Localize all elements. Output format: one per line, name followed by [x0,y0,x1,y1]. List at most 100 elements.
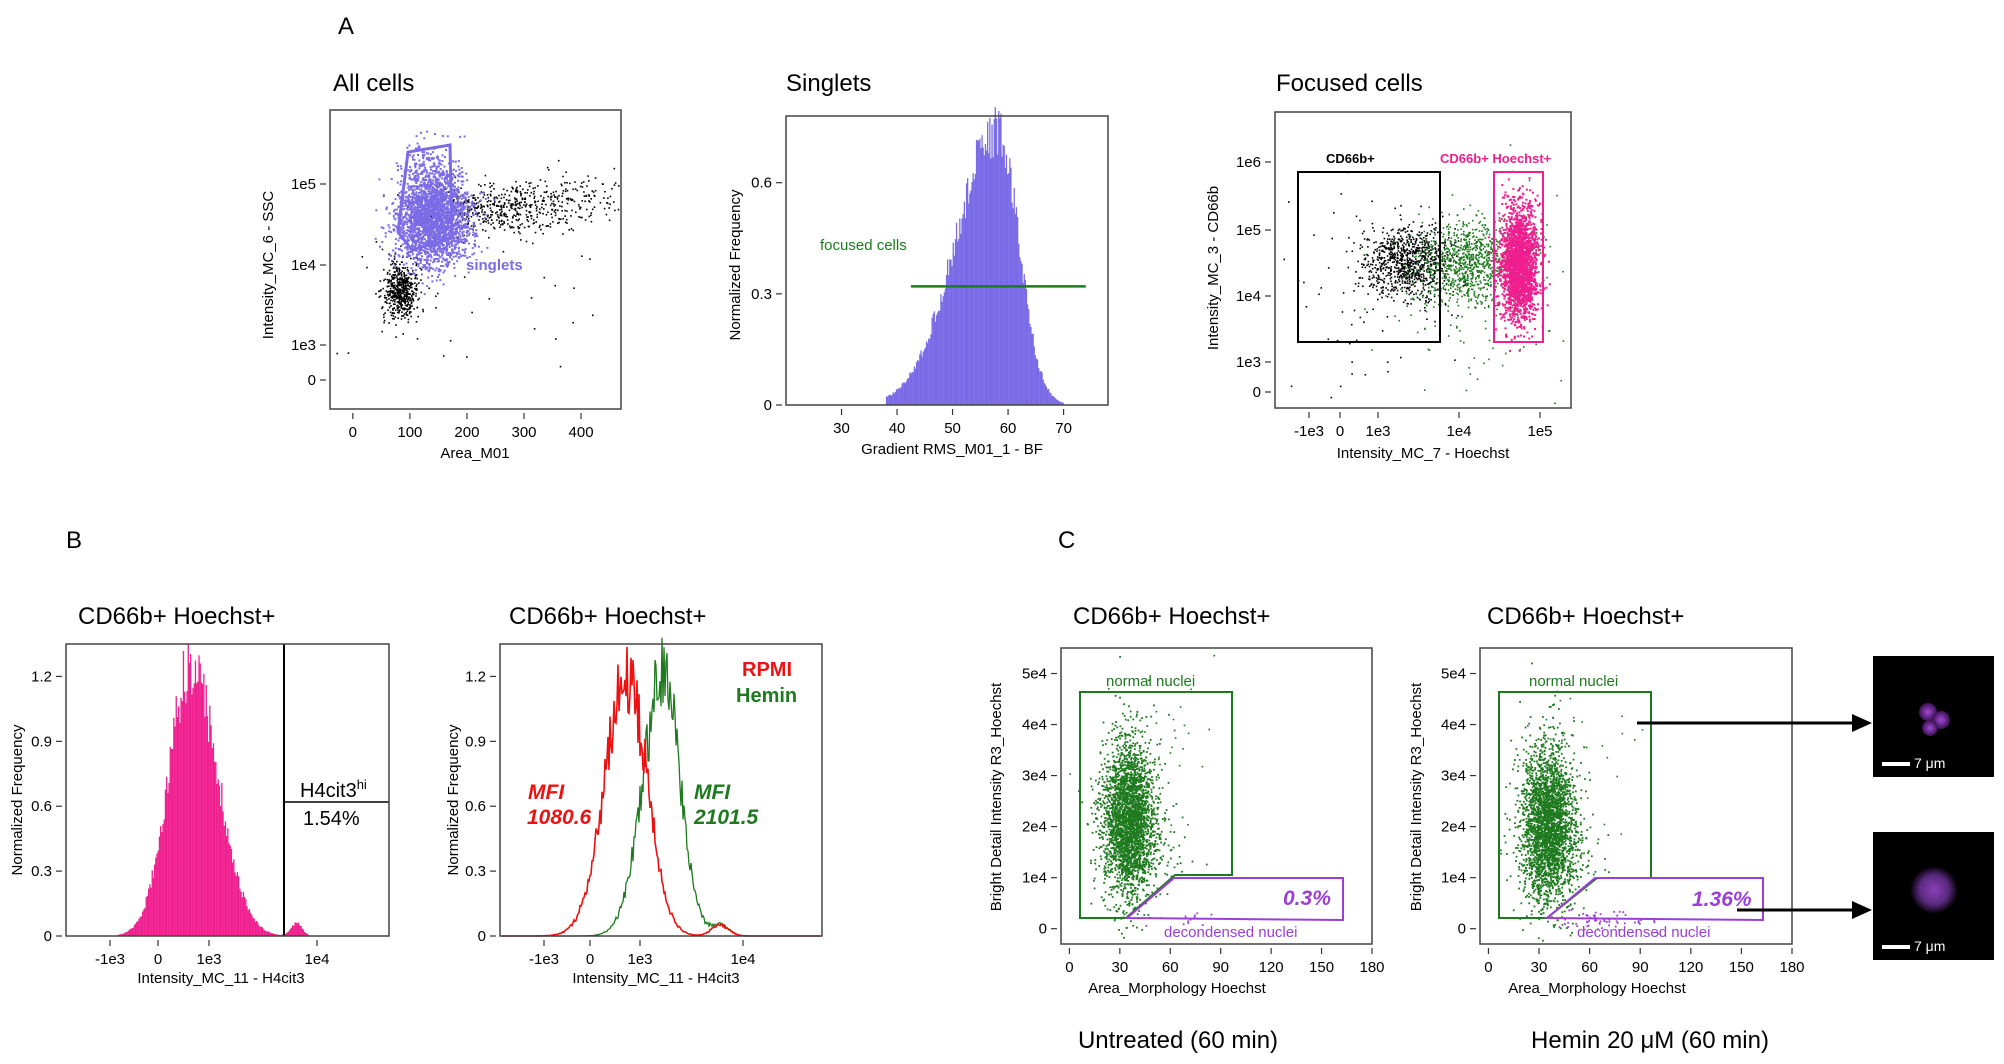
scatter-point [557,209,559,212]
scatter-point [502,223,504,226]
scatter-point [422,236,424,239]
scatter-point [562,175,564,178]
scatter-point [1374,248,1377,251]
scatter-point [438,170,441,173]
scatter-point [440,238,443,241]
scatter-point [402,333,404,335]
scatter-point [434,181,437,184]
scatter-point [396,278,399,281]
scatter-point [487,205,489,208]
scatter-point [447,214,450,217]
scatter-point [417,237,420,240]
scatter-point [425,212,428,215]
scatter-point [438,159,441,162]
scatter-point [1375,264,1377,266]
scatter-point [493,198,496,201]
scatter-point [390,263,392,266]
scatter-point [1327,267,1330,269]
scatter-point [436,219,439,222]
scatter-point [458,191,461,194]
scatter-point [527,189,529,191]
scatter-point [457,197,460,199]
scatter-point [1397,245,1399,248]
scatter-point [399,278,402,280]
scatter-point [401,267,404,269]
histogram-bar [1031,334,1033,405]
scatter-point [490,200,492,202]
scatter-point [421,190,424,192]
scatter-point [1370,283,1373,285]
scatter-point [463,242,466,244]
scatter-point [396,282,399,284]
scatter-point [575,211,577,214]
scatter-point [1427,255,1429,258]
scatter-point [1419,254,1421,257]
scatter-point [423,258,426,261]
scatter-point [429,206,432,209]
scatter-point [399,303,401,305]
scatter-point [1466,263,1469,266]
scatter-point [536,206,538,208]
scatter-point [393,256,396,259]
scatter-point [441,195,444,198]
scatter-point [427,236,430,239]
scatter-point [419,234,422,237]
scatter-point [1380,287,1382,289]
scatter-point [1361,246,1363,248]
scatter-point [1402,247,1405,249]
scatter-point [430,246,433,249]
scatter-point [392,303,395,305]
scatter-point [430,228,433,231]
scatter-point [516,200,518,202]
scatter-point [408,230,411,233]
scatter-point [1406,282,1409,285]
scatter-point [1423,264,1425,266]
scatter-point [1383,277,1386,280]
scatter-point [432,209,435,212]
scatter-point [422,228,425,231]
scatter-point [431,213,434,216]
scatter-point [479,207,482,209]
histogram-bar [984,144,987,405]
scatter-point [411,222,414,225]
scatter-point [1428,283,1430,285]
scatter-point [511,226,513,228]
scatter-point [425,258,428,261]
scatter-point [383,268,385,271]
scatter-point [445,263,448,266]
scatter-point [392,295,394,298]
scatter-point [1421,249,1424,251]
scatter-point [560,183,563,186]
scatter-point [420,237,422,240]
scatter-point [424,223,427,226]
scatter-point [411,286,413,289]
scatter-point [403,202,405,205]
scatter-point [509,204,512,207]
scatter-point [472,231,475,234]
scatter-point [1288,201,1290,203]
scatter-point [1424,309,1426,312]
scatter-point [461,171,464,174]
scatter-point [539,179,542,181]
scatter-point [471,200,474,203]
scatter-point [428,253,431,256]
scatter-point [1424,235,1427,237]
scatter-point [428,263,431,266]
histogram-bar [974,173,977,405]
scatter-point [425,201,427,203]
scatter-point [411,202,414,204]
scatter-point [1432,278,1434,281]
scatter-point [421,255,423,258]
scatter-point [1387,289,1389,291]
scatter-point [446,195,449,198]
scatter-point [406,314,409,316]
scatter-point [411,301,413,304]
scatter-point [404,291,407,294]
scatter-point [1412,238,1415,241]
scatter-point [471,202,474,204]
histogram-bar [978,140,980,405]
scatter-point [557,222,559,225]
scatter-point [415,174,418,177]
scatter-point [1399,271,1401,273]
scatter-point [417,263,420,266]
